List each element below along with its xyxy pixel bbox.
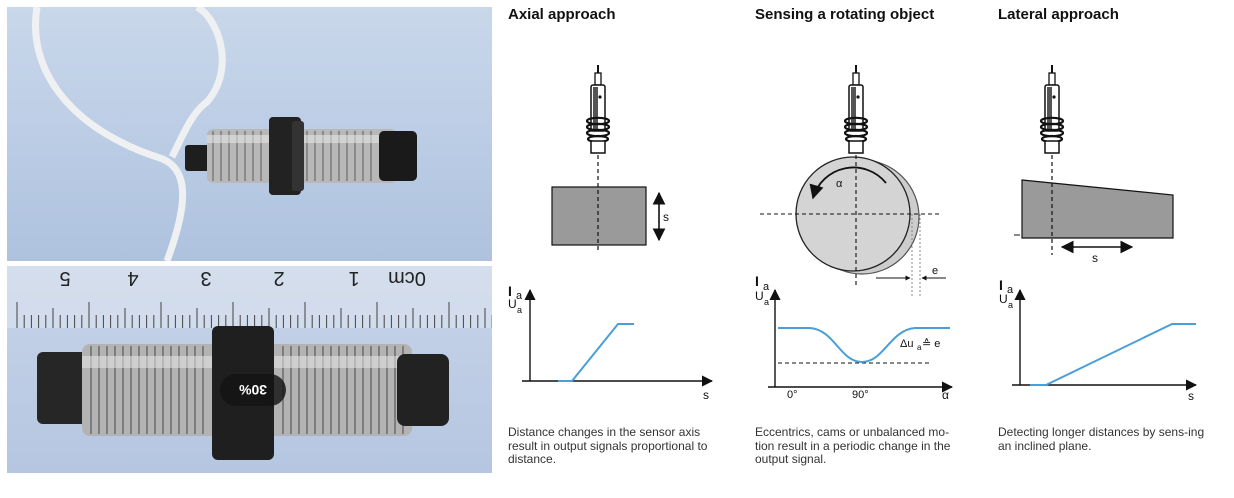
- ruler-label: 4: [127, 267, 138, 289]
- angle-label: α: [836, 178, 843, 190]
- y-label-current-sub: a: [1007, 284, 1014, 296]
- caption-axial: Distance changes in the sensor axis resu…: [508, 425, 708, 466]
- y-label-voltage-sub: a: [517, 305, 522, 315]
- y-label-current: I: [999, 277, 1003, 293]
- target-object: [551, 186, 647, 246]
- x-label: s: [703, 388, 709, 402]
- sensor-photo-ruler: 5 4 3 2 1 0cm 30%: [7, 266, 492, 473]
- rotating-diagram: α e: [760, 63, 946, 296]
- y-label-current-sub: a: [763, 281, 770, 293]
- ruler-label: 0cm: [388, 267, 426, 289]
- y-label-voltage-sub: a: [764, 297, 769, 307]
- rotation-arrow: [809, 166, 887, 200]
- y-label-voltage-sub: a: [1008, 300, 1013, 310]
- ruler: [7, 266, 492, 328]
- sensor-end-cap-right: [397, 354, 449, 426]
- ruler-label: 3: [200, 267, 211, 289]
- lateral-graph: I a U a s: [999, 277, 1198, 403]
- signal-curve: [558, 323, 634, 382]
- ruler-photo-drawing: 5 4 3 2 1 0cm: [7, 266, 492, 460]
- distance-label: s: [663, 210, 669, 224]
- zoom-badge: 30%: [220, 374, 286, 406]
- sensor-icon: [1039, 63, 1065, 155]
- inclined-target: [1021, 179, 1174, 239]
- delta-annotation-rest: ≙ e: [922, 338, 940, 350]
- heading-lateral: Lateral approach: [998, 6, 1119, 23]
- sensor-icon: [843, 63, 869, 155]
- y-label-voltage: U: [755, 289, 764, 303]
- delta-annotation-sub: a: [917, 343, 922, 352]
- sensing-diagrams: s I a U a s α e I a U a Δu a ≙ e: [508, 63, 1198, 403]
- cable: [32, 7, 187, 261]
- axial-diagram: s: [551, 63, 669, 250]
- heading-axial: Axial approach: [508, 6, 616, 23]
- y-label-current: I: [755, 273, 759, 289]
- sensor-icon: [585, 63, 611, 155]
- sensor-photo-drawing: [32, 7, 417, 261]
- y-label-current: I: [508, 283, 512, 299]
- axial-graph: I a U a s: [508, 283, 714, 402]
- x-label: s: [1188, 389, 1194, 403]
- lateral-diagram: s: [1014, 63, 1174, 265]
- y-label-voltage: U: [999, 292, 1008, 306]
- tick-0-label: 0°: [787, 389, 798, 401]
- ruler-label: 5: [59, 267, 70, 289]
- y-label-voltage: U: [508, 297, 517, 311]
- signal-curve: [1030, 323, 1196, 386]
- sensor-photo-cable: [7, 7, 492, 261]
- heading-rotating: Sensing a rotating object: [755, 6, 935, 23]
- caption-lateral: Detecting longer distances by sens-ing a…: [998, 425, 1205, 453]
- ruler-label: 2: [273, 267, 284, 289]
- caption-rotating: Eccentrics, cams or unbalanced mo-tion r…: [755, 425, 951, 466]
- sensor-front-cap: [379, 131, 417, 181]
- eccentricity-label: e: [932, 265, 938, 277]
- y-label-current-sub: a: [516, 290, 523, 302]
- travel-label: s: [1092, 251, 1098, 265]
- tick-90-label: 90°: [852, 389, 869, 401]
- signal-curve: [778, 327, 950, 364]
- ruler-label: 1: [348, 267, 359, 289]
- sensor-end-cap-left: [37, 352, 89, 424]
- x-label: α: [942, 388, 949, 402]
- delta-annotation: Δu: [900, 338, 913, 350]
- rotating-graph: I a U a Δu a ≙ e 0° 90° α: [755, 273, 954, 402]
